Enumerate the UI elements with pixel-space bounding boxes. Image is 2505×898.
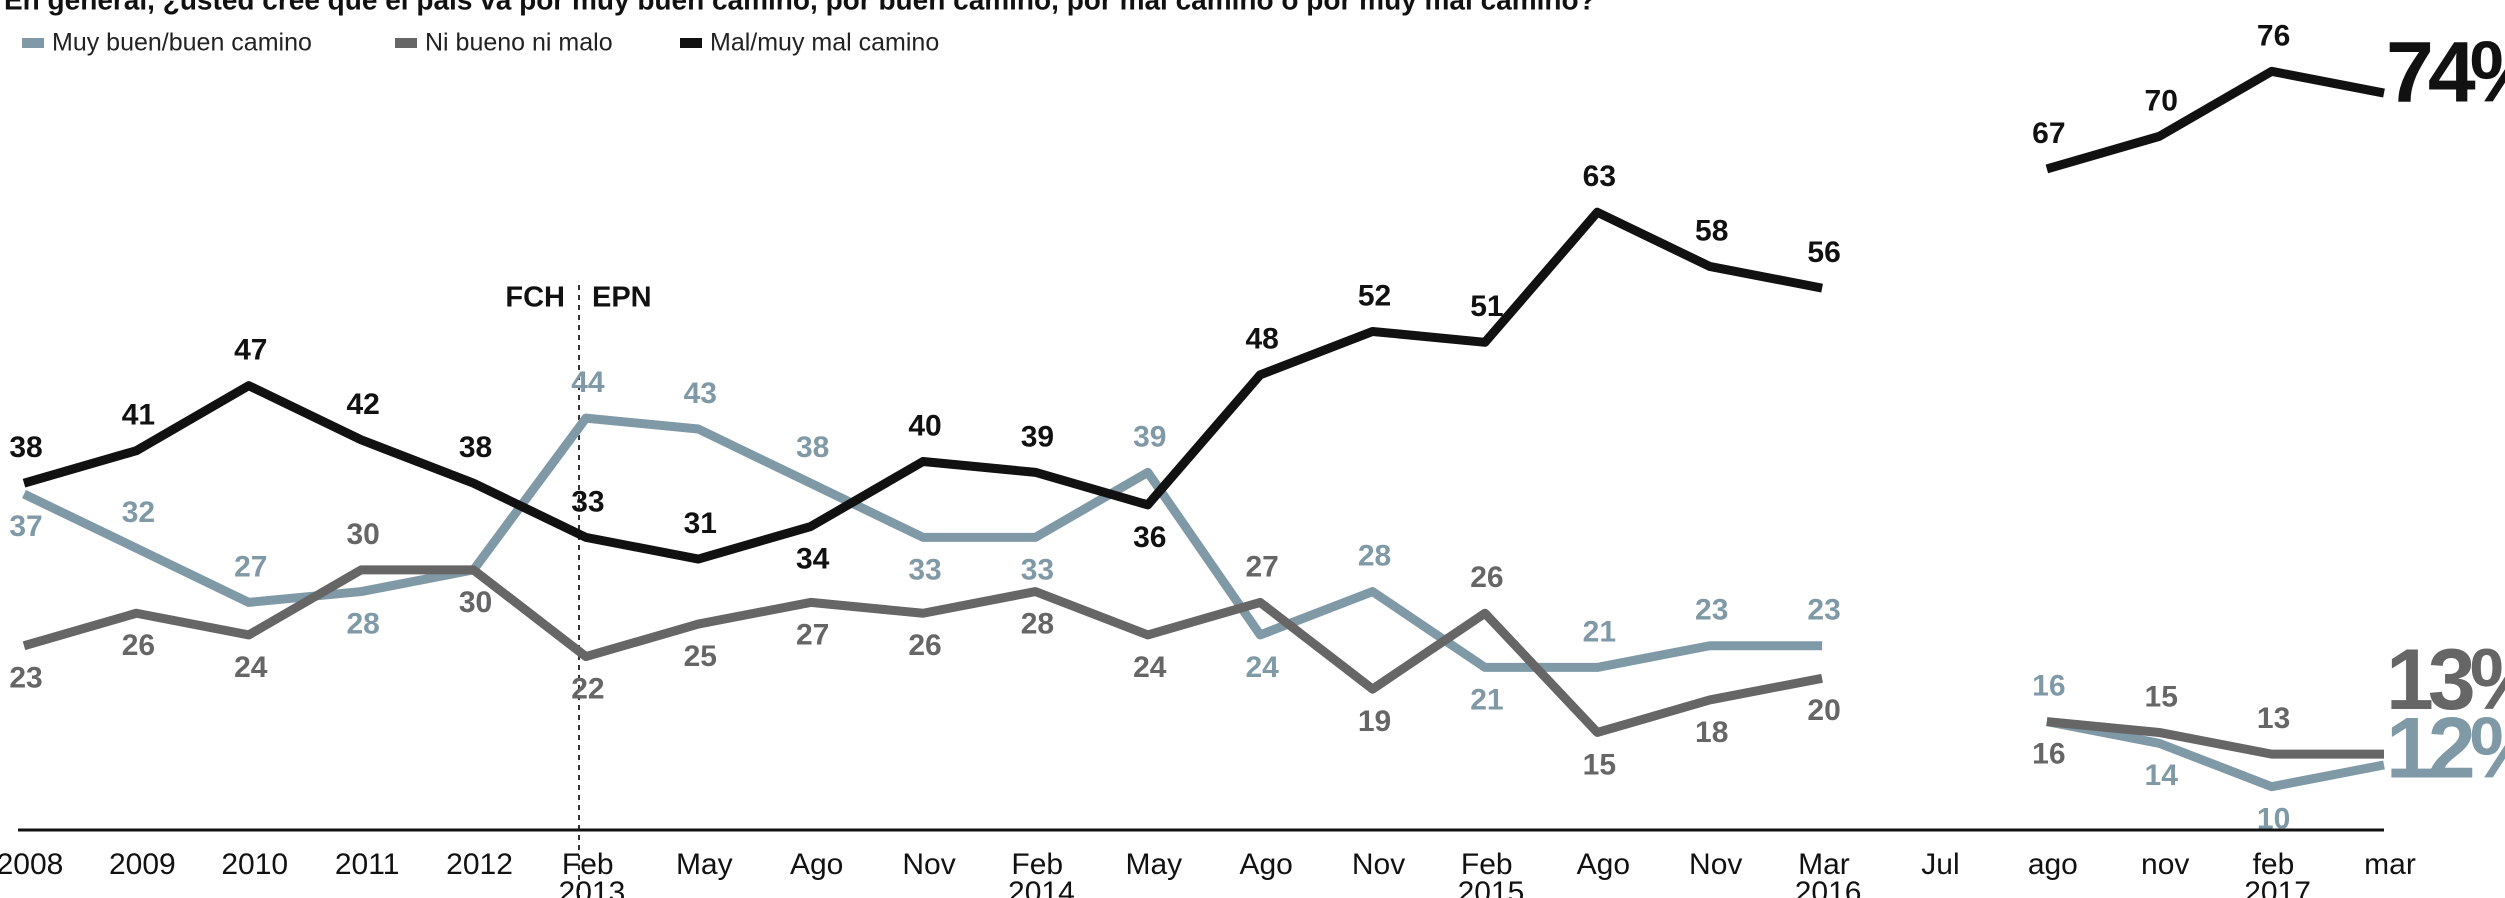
data-label: 23 (1695, 594, 1728, 627)
data-label: 39 (1133, 420, 1166, 453)
legend-label: Ni bueno ni malo (425, 29, 613, 57)
legend-swatch (22, 38, 44, 48)
x-tick-label: 2010 (221, 848, 288, 881)
data-label: 34 (796, 542, 830, 575)
data-label: 38 (459, 431, 492, 464)
x-tick-label: Feb 2013 (559, 848, 626, 898)
x-tick-label: Nov (1352, 848, 1405, 881)
data-label: 63 (1583, 160, 1616, 193)
data-label: 42 (346, 388, 379, 421)
x-tick-label: 2011 (335, 848, 400, 881)
data-label: 21 (1470, 683, 1503, 716)
x-tick-label: mar (2364, 848, 2416, 881)
data-label: 40 (908, 409, 941, 442)
x-tick-label: Ago (1577, 848, 1630, 881)
x-tick-label: Nov (902, 848, 955, 881)
data-label: 32 (122, 496, 155, 529)
data-label: 16 (2032, 670, 2065, 703)
data-label: 41 (122, 399, 155, 432)
data-label: 51 (1470, 290, 1503, 323)
chart-title: En general, ¿usted cree que el país va p… (4, 0, 1596, 15)
data-label: 47 (234, 334, 267, 367)
end-label: 12% (2386, 701, 2505, 797)
data-label: 24 (234, 651, 268, 684)
x-tick-label: May (1125, 848, 1182, 881)
x-tick-label: feb 2017 (2244, 848, 2311, 898)
x-tick-label: Ago (790, 848, 843, 881)
end-label: 13% (2386, 632, 2505, 728)
x-tick-label: nov (2141, 848, 2189, 881)
data-label: 25 (684, 640, 717, 673)
data-label: 24 (1133, 651, 1167, 684)
legend-swatch (680, 38, 702, 48)
data-label: 26 (908, 629, 941, 662)
legend-swatch (395, 38, 417, 48)
data-label: 22 (571, 673, 604, 706)
data-label: 30 (459, 586, 492, 619)
series-line (22, 413, 2385, 792)
x-tick-label: Mar 2016 (1795, 848, 1862, 898)
x-tick-label: ago (2028, 848, 2078, 881)
data-label: 18 (1695, 716, 1728, 749)
data-label: 38 (796, 431, 829, 464)
data-label: 24 (1246, 651, 1280, 684)
data-label: 23 (9, 662, 42, 695)
legend-label: Mal/muy mal camino (710, 29, 939, 57)
data-label: 38 (9, 431, 42, 464)
data-label: 15 (2145, 680, 2178, 713)
series-line (22, 66, 2385, 564)
data-label: 48 (1246, 323, 1279, 356)
data-label: 76 (2257, 19, 2290, 52)
data-label: 16 (2032, 738, 2065, 771)
data-label: 36 (1133, 521, 1166, 554)
data-label: 70 (2145, 84, 2178, 117)
data-label: 26 (122, 629, 155, 662)
annotation: FCH (505, 282, 565, 314)
legend-label: Muy buen/buen camino (52, 29, 312, 57)
x-tick-label: Jul (1921, 848, 1959, 881)
x-tick-label: Ago (1239, 848, 1292, 881)
data-label: 21 (1583, 615, 1616, 648)
data-label: 44 (571, 366, 605, 399)
x-tick-label: 2009 (109, 848, 176, 881)
data-label: 33 (571, 485, 604, 518)
data-label: 15 (1583, 748, 1616, 781)
data-label: 28 (346, 607, 379, 640)
data-label: 58 (1695, 214, 1728, 247)
data-label: 14 (2145, 759, 2179, 792)
x-tick-label: May (676, 848, 733, 881)
data-label: 33 (1021, 553, 1054, 586)
data-label: 39 (1021, 420, 1054, 453)
data-label: 30 (346, 518, 379, 551)
x-tick-label: Feb 2015 (1458, 848, 1525, 898)
data-label: 28 (1358, 539, 1391, 572)
data-label: 27 (796, 618, 829, 651)
data-label: 56 (1807, 236, 1840, 269)
data-label: 28 (1021, 607, 1054, 640)
data-label: 13 (2257, 702, 2290, 735)
data-label: 19 (1358, 705, 1391, 738)
annotation: EPN (592, 282, 652, 314)
series-line (22, 565, 2384, 759)
data-label: 52 (1358, 279, 1391, 312)
data-label: 20 (1807, 694, 1840, 727)
x-tick-label: Feb 2014 (1008, 848, 1075, 898)
data-label: 30 (459, 586, 492, 619)
data-label: 27 (1246, 550, 1279, 583)
data-label: 27 (234, 550, 267, 583)
data-label: 67 (2032, 117, 2065, 150)
data-label: 37 (9, 510, 42, 543)
data-label: 10 (2257, 803, 2290, 836)
data-label: 31 (684, 507, 717, 540)
x-tick-label: 2012 (446, 848, 513, 881)
data-label: 23 (1807, 594, 1840, 627)
end-label: 74% (2386, 25, 2505, 121)
data-label: 33 (908, 553, 941, 586)
x-tick-label: Nov (1689, 848, 1742, 881)
x-tick-label: 2008 (0, 848, 63, 881)
data-label: 26 (1470, 561, 1503, 594)
data-label: 43 (684, 377, 717, 410)
